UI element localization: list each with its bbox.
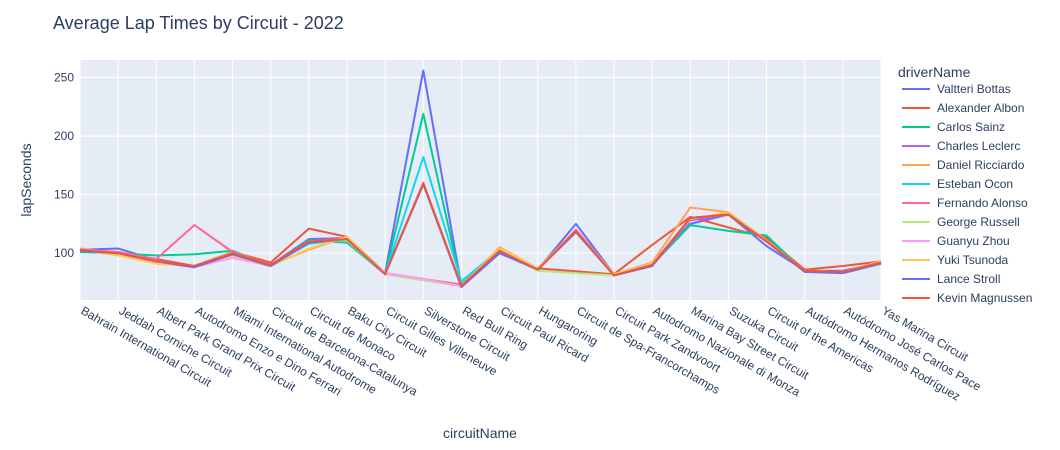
legend-label: George Russell [937, 215, 1020, 229]
legend-label: Kevin Magnussen [937, 291, 1032, 305]
legend-item[interactable]: George Russell [902, 215, 1020, 229]
legend: driverName Valtteri Bottas Alexander Albo… [898, 64, 1032, 305]
legend-title: driverName [898, 64, 971, 80]
y-tick-label: 200 [54, 129, 74, 143]
chart-title: Average Lap Times by Circuit - 2022 [53, 13, 344, 33]
legend-label: Daniel Ricciardo [937, 158, 1025, 172]
legend-item[interactable]: Lance Stroll [902, 272, 1000, 286]
legend-label: Fernando Alonso [937, 196, 1028, 210]
legend-item[interactable]: Daniel Ricciardo [902, 158, 1025, 172]
legend-label: Alexander Albon [937, 101, 1024, 115]
legend-item[interactable]: Yuki Tsunoda [902, 253, 1008, 267]
legend-item[interactable]: Charles Leclerc [902, 139, 1020, 153]
legend-label: Yuki Tsunoda [937, 253, 1008, 267]
legend-label: Carlos Sainz [937, 120, 1005, 134]
y-tick-label: 100 [54, 246, 74, 260]
legend-item[interactable]: Valtteri Bottas [902, 82, 1011, 96]
y-axis-title: lapSeconds [18, 143, 34, 216]
legend-label: Charles Leclerc [937, 139, 1020, 153]
legend-label: Guanyu Zhou [937, 234, 1010, 248]
legend-item[interactable]: Carlos Sainz [902, 120, 1005, 134]
series-line [79, 181, 882, 287]
legend-label: Esteban Ocon [937, 177, 1013, 191]
y-axis-ticks: 100 150 200 250 [54, 71, 74, 261]
legend-item[interactable]: Kevin Magnussen [902, 291, 1032, 305]
legend-label: Lance Stroll [937, 272, 1000, 286]
series-lines [79, 69, 882, 289]
y-tick-label: 250 [54, 71, 74, 85]
legend-item[interactable]: Alexander Albon [902, 101, 1024, 115]
y-tick-label: 150 [54, 188, 74, 202]
grid [79, 60, 882, 300]
legend-label: Valtteri Bottas [937, 82, 1011, 96]
legend-item[interactable]: Esteban Ocon [902, 177, 1013, 191]
x-axis-title: circuitName [443, 425, 517, 441]
legend-items: Valtteri Bottas Alexander Albon Carlos Sai… [902, 82, 1032, 305]
legend-item[interactable]: Guanyu Zhou [902, 234, 1010, 248]
legend-item[interactable]: Fernando Alonso [902, 196, 1028, 210]
